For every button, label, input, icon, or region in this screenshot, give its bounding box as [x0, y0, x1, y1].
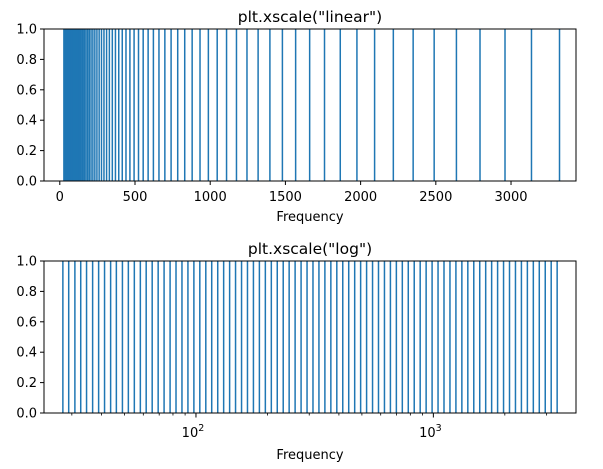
y-tick-label: 0.8	[16, 285, 37, 300]
tick-base: 10	[182, 426, 199, 441]
tick-exponent: 2	[198, 423, 204, 434]
x-tick-label: 1000	[194, 190, 227, 205]
tick-exponent: 3	[436, 423, 442, 434]
plot-frame	[43, 260, 577, 414]
y-tick-label: 0.4	[16, 346, 37, 361]
plot-title: plt.xscale("log")	[248, 240, 372, 258]
y-tick-label: 1.0	[16, 23, 37, 38]
x-axis-label: Frequency	[276, 448, 343, 463]
x-tick-label: 500	[123, 190, 148, 205]
x-tick-label: 3000	[494, 190, 527, 205]
frequency-lines	[62, 261, 558, 413]
y-tick-label: 1.0	[16, 255, 37, 270]
x-tick-label: 102	[182, 423, 205, 441]
y-tick-label: 0.2	[16, 144, 37, 159]
y-axis: 0.0 0.2 0.4 0.6 0.8 1.0	[16, 255, 44, 422]
y-tick-label: 0.4	[16, 114, 37, 129]
x-tick-label: 103	[419, 423, 442, 441]
x-axis: 0 500 1000 1500 2000 2500 3000	[56, 181, 528, 205]
x-axis-label: Frequency	[276, 210, 343, 225]
x-tick-label: 2000	[344, 190, 377, 205]
y-tick-label: 0.0	[16, 407, 37, 422]
x-tick-label: 0	[56, 190, 64, 205]
x-tick-label: 2500	[419, 190, 452, 205]
x-axis: 102 103	[71, 413, 548, 441]
y-axis: 0.0 0.2 0.4 0.6 0.8 1.0	[16, 23, 44, 190]
plot-title: plt.xscale("linear")	[238, 8, 382, 26]
x-tick-label: 1500	[269, 190, 302, 205]
tick-base: 10	[419, 426, 436, 441]
y-tick-label: 0.6	[16, 83, 37, 98]
y-tick-label: 0.6	[16, 315, 37, 330]
log-scale-plot: plt.xscale("log") 0.00.20.40.60.81.0 102…	[16, 240, 577, 463]
y-tick-label: 0.0	[16, 175, 37, 190]
frequency-lines	[63, 29, 561, 181]
plot-frame	[43, 28, 577, 182]
linear-scale-plot: plt.xscale("linear") 0.00.20.40.60.81.0 …	[16, 8, 577, 225]
y-tick-label: 0.2	[16, 376, 37, 391]
y-tick-label: 0.8	[16, 53, 37, 68]
